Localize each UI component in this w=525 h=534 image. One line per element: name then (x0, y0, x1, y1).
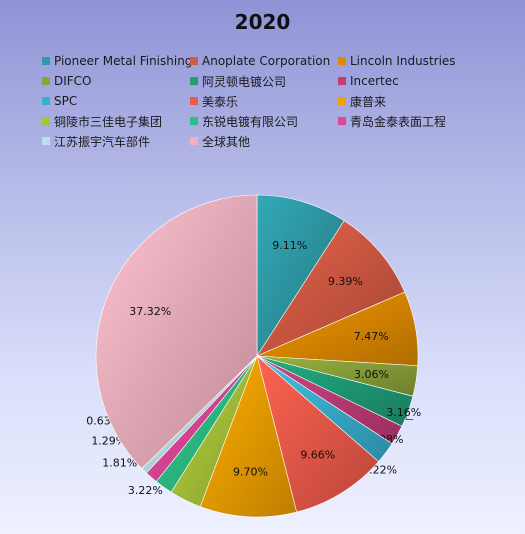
legend-item: 青岛金泰表面工程 (338, 112, 446, 130)
legend-label: 阿灵顿电镀公司 (202, 74, 287, 89)
legend-item: Anoplate Corporation (190, 52, 330, 70)
legend-label: 铜陵市三佳电子集团 (54, 114, 163, 129)
slice-label: 3.16% (386, 406, 421, 419)
legend-swatch (42, 117, 50, 125)
legend-item: Incertec (338, 72, 399, 90)
slice-label: 9.70% (233, 466, 268, 479)
slice-label: 3.22% (128, 484, 163, 497)
legend-swatch (338, 77, 346, 85)
legend-item: 江苏振宇汽车部件 (42, 132, 150, 150)
legend-label: Incertec (350, 74, 399, 88)
slice-label: 7.47% (354, 330, 389, 343)
legend-item: 全球其他 (190, 132, 250, 150)
legend-item: 铜陵市三佳电子集团 (42, 112, 162, 130)
legend-label: SPC (54, 94, 78, 108)
legend-label: Lincoln Industries (350, 54, 456, 68)
leader-line (405, 413, 414, 420)
legend-swatch (338, 97, 346, 105)
legend-label: DIFCO (54, 74, 92, 88)
legend-label: Anoplate Corporation (202, 54, 331, 68)
legend-swatch (190, 97, 198, 105)
slice-label: 1.29% (91, 434, 126, 447)
legend-swatch (42, 97, 50, 105)
slice-label: 9.39% (328, 275, 363, 288)
slice-label: 9.11% (272, 239, 307, 252)
legend-swatch (190, 117, 198, 125)
legend-swatch (42, 77, 50, 85)
legend-item: SPC (42, 92, 77, 110)
legend-item: DIFCO (42, 72, 92, 90)
pie-slice (256, 194, 345, 358)
legend-item: 美泰乐 (190, 92, 238, 110)
slice-label: 3.06% (354, 368, 389, 381)
slice-label: 37.32% (129, 305, 171, 318)
legend-swatch (338, 57, 346, 65)
legend-swatch (190, 137, 198, 145)
slice-label: 9.66% (300, 449, 335, 462)
legend-label: 江苏振宇汽车部件 (54, 134, 151, 149)
legend-item: 阿灵顿电镀公司 (190, 72, 286, 90)
legend-item: 东锐电镀有限公司 (190, 112, 298, 130)
pie-slice (199, 355, 298, 518)
pie-slice (256, 220, 406, 357)
legend-swatch (190, 57, 198, 65)
legend-item: 康普来 (338, 92, 386, 110)
legend-item: Pioneer Metal Finishing (42, 52, 192, 70)
legend-swatch (338, 117, 346, 125)
legend-label: 美泰乐 (202, 94, 239, 109)
legend-label: 青岛金泰表面工程 (350, 114, 447, 129)
legend-item: Lincoln Industries (338, 52, 456, 70)
legend-swatch (42, 137, 50, 145)
slice-label: 1.81% (102, 456, 137, 469)
legend-label: 康普来 (350, 94, 387, 109)
legend-label: 全球其他 (202, 134, 251, 149)
legend-label: 东锐电镀有限公司 (202, 114, 299, 129)
legend-label: Pioneer Metal Finishing (54, 54, 193, 68)
legend-swatch (42, 57, 50, 65)
pie-slice (95, 194, 258, 469)
pie-slice (256, 355, 379, 513)
legend-swatch (190, 77, 198, 85)
chart-title: 2020 (234, 10, 291, 34)
